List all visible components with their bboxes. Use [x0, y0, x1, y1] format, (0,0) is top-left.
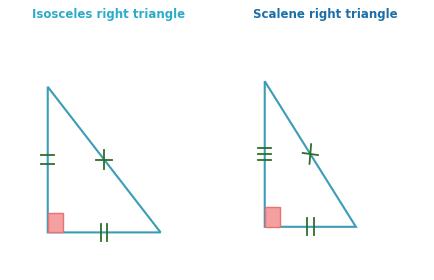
- Bar: [265, 207, 280, 227]
- Bar: [48, 213, 63, 232]
- Text: Scalene right triangle: Scalene right triangle: [253, 8, 398, 21]
- Text: Isosceles right triangle: Isosceles right triangle: [32, 8, 185, 21]
